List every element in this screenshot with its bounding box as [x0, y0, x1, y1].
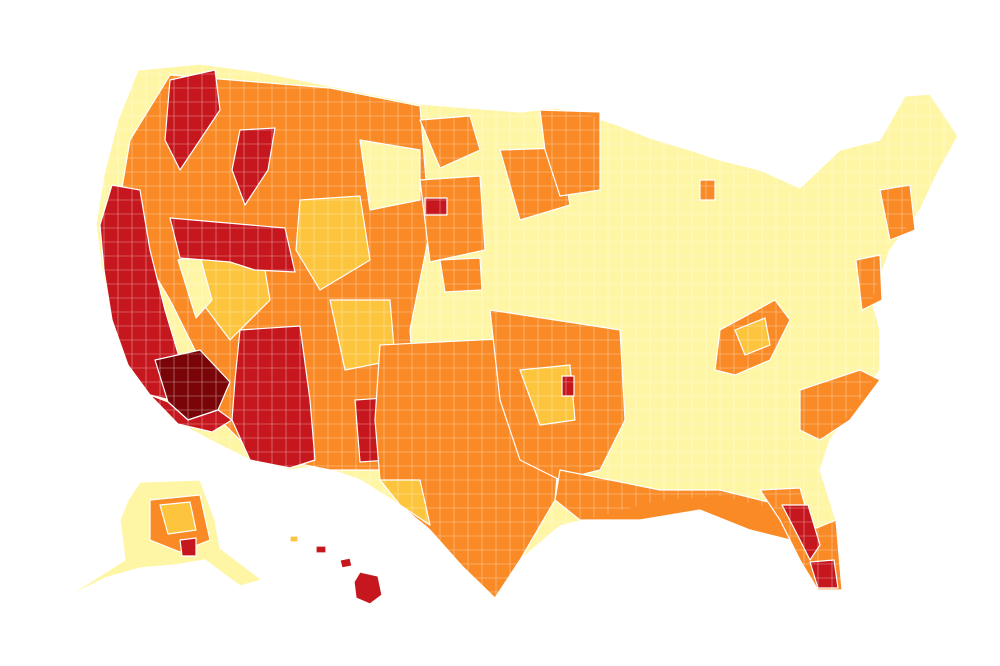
socal-red-ring — [149, 394, 233, 433]
alaska-yellow — [159, 501, 197, 535]
plains-orange-1 — [419, 115, 481, 169]
hawaii-maui — [339, 557, 353, 569]
plains-orange-3 — [419, 175, 486, 263]
florida-red — [781, 504, 821, 561]
michigan-orange — [699, 179, 716, 201]
hawaii-kauai — [289, 535, 299, 543]
alaska-red — [179, 537, 197, 557]
hawaii-big-island — [353, 571, 383, 605]
county-grid-overlay — [96, 64, 958, 598]
nebraska-red — [424, 197, 448, 216]
west-yellow-patch-2 — [295, 195, 371, 291]
great-basin-red — [169, 217, 296, 273]
county-boundary-lines — [96, 64, 958, 598]
missouri-red — [561, 375, 575, 397]
arizona-red — [231, 325, 316, 469]
plains-orange-4 — [439, 257, 483, 293]
gulf-orange — [554, 469, 791, 541]
west-pale-patch — [359, 139, 421, 211]
oregon-red — [164, 69, 221, 171]
appalachia-yellow — [734, 317, 771, 356]
south-florida-red — [809, 559, 839, 589]
hawaii-oahu — [315, 545, 327, 554]
east-coast-orange-2 — [879, 184, 916, 241]
county-color-layer — [99, 69, 916, 605]
